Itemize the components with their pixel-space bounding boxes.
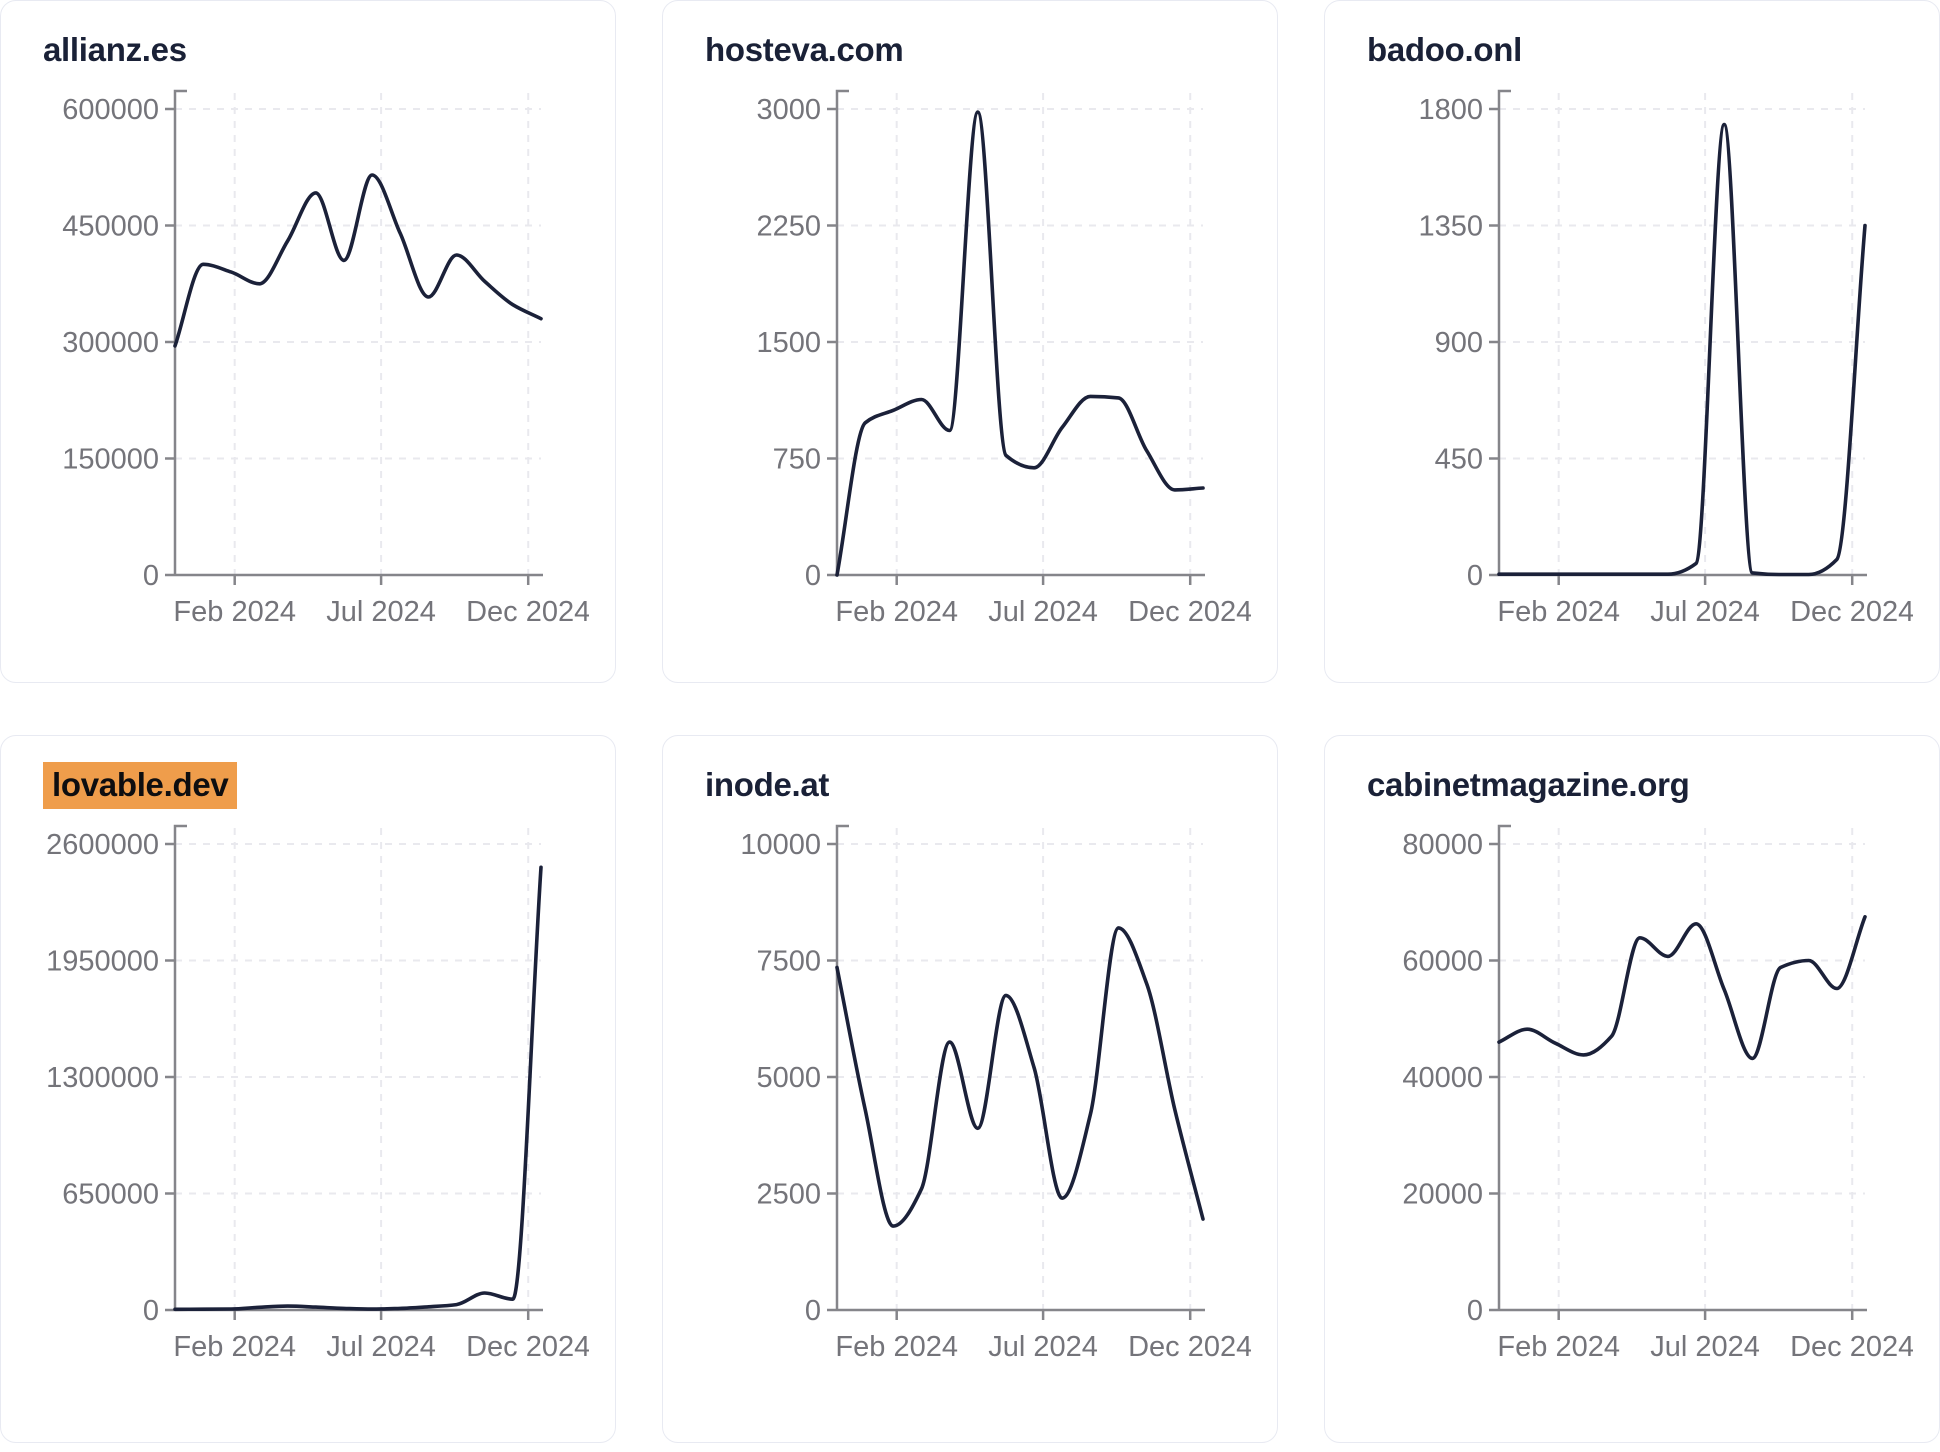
x-tick-label: Feb 2024	[835, 596, 958, 628]
line-chart: 0 150000 300000 450000 600000 Feb 2024 Jul 202…	[17, 83, 615, 664]
y-tick-label: 20000	[1402, 1178, 1483, 1210]
y-tick-label: 40000	[1402, 1062, 1483, 1094]
y-tick-label: 1350	[1418, 210, 1483, 242]
line-chart: 0 450 900 1350 1800 Feb 2024 Jul 2024 Dec 2024	[1341, 83, 1939, 664]
y-axis	[1497, 824, 1511, 1310]
y-tick-label: 450000	[62, 210, 159, 242]
y-tick-label: 5000	[756, 1062, 821, 1094]
y-axis	[835, 89, 849, 575]
y-tick-label: 0	[805, 560, 821, 592]
y-tick-label: 2250	[756, 210, 821, 242]
chart-title-text: hosteva.com	[705, 31, 904, 68]
y-tick-label: 60000	[1402, 945, 1483, 977]
chart-svg: 0 750 1500 2250 3000 Feb 2024 Jul 2024 Dec 2024	[756, 89, 1252, 628]
y-tick-label: 2500	[756, 1178, 821, 1210]
chart-title: cabinetmagazine.org	[1325, 736, 1939, 804]
chart-svg: 0 150000 300000 450000 600000 Feb 2024 Jul 202…	[62, 89, 590, 628]
y-tick-label: 0	[1467, 560, 1483, 592]
y-axis	[835, 824, 849, 1310]
y-tick-label: 750	[773, 443, 821, 475]
y-tick-label: 600000	[62, 94, 159, 126]
chart-title-text: badoo.onl	[1367, 31, 1522, 68]
x-tick-label: Jul 2024	[326, 596, 436, 628]
y-axis	[173, 89, 187, 575]
y-axis	[173, 824, 187, 1310]
x-tick-label: Feb 2024	[173, 1331, 296, 1363]
y-tick-label: 1500	[756, 327, 821, 359]
y-tick-label: 0	[805, 1295, 821, 1327]
x-tick-label: Dec 2024	[466, 1331, 589, 1363]
line-chart: 0 750 1500 2250 3000 Feb 2024 Jul 2024 Dec 2024	[679, 83, 1277, 664]
y-tick-label: 900	[1435, 327, 1483, 359]
chart-card-allianz-es[interactable]: allianz.es 0 150000 300000 450000 600000 Feb …	[0, 0, 616, 683]
x-tick-label: Jul 2024	[988, 1331, 1098, 1363]
y-tick-label: 450	[1435, 443, 1483, 475]
chart-title: badoo.onl	[1325, 1, 1939, 69]
y-tick-label: 10000	[740, 829, 821, 861]
line-chart: 0 650000 1300000 1950000 2600000 Feb 2024 Jul …	[17, 818, 615, 1399]
x-tick-label: Feb 2024	[1497, 1331, 1620, 1363]
chart-card-hosteva-com[interactable]: hosteva.com 0 750 1500 2250 3000 Feb 2024 Jul …	[662, 0, 1278, 683]
y-tick-label: 0	[143, 560, 159, 592]
chart-svg: 0 20000 40000 60000 80000 Feb 2024 Jul 2024 Dec…	[1402, 824, 1914, 1363]
line-chart: 0 2500 5000 7500 10000 Feb 2024 Jul 2024 Dec 20…	[679, 818, 1277, 1399]
series-line	[173, 173, 543, 348]
x-tick-label: Feb 2024	[1497, 596, 1620, 628]
x-tick-label: Jul 2024	[326, 1331, 436, 1363]
chart-title: hosteva.com	[663, 1, 1277, 69]
y-tick-label: 3000	[756, 94, 821, 126]
chart-title-text: lovable.dev	[43, 762, 238, 809]
x-tick-label: Dec 2024	[1128, 596, 1251, 628]
y-tick-label: 0	[143, 1295, 159, 1327]
chart-svg: 0 450 900 1350 1800 Feb 2024 Jul 2024 Dec 2024	[1418, 89, 1914, 628]
series-line	[1497, 122, 1867, 577]
y-tick-label: 0	[1467, 1295, 1483, 1327]
y-tick-label: 1950000	[46, 945, 159, 977]
series-line	[1497, 914, 1867, 1061]
series-line	[173, 865, 543, 1312]
chart-svg: 0 650000 1300000 1950000 2600000 Feb 2024 Jul …	[46, 824, 590, 1363]
x-tick-label: Jul 2024	[1650, 596, 1760, 628]
chart-card-lovable-dev[interactable]: lovable.dev 0 650000 1300000 1950000 2600000…	[0, 735, 616, 1443]
x-tick-label: Feb 2024	[835, 1331, 958, 1363]
x-tick-label: Jul 2024	[988, 596, 1098, 628]
x-tick-label: Dec 2024	[1790, 1331, 1913, 1363]
chart-title: lovable.dev	[1, 736, 615, 809]
line-chart: 0 20000 40000 60000 80000 Feb 2024 Jul 2024 Dec…	[1341, 818, 1939, 1399]
chart-card-cabinetmagazine-org[interactable]: cabinetmagazine.org 0 20000 40000 60000 8000…	[1324, 735, 1940, 1443]
series-line	[835, 926, 1205, 1228]
chart-title-text: cabinetmagazine.org	[1367, 766, 1690, 803]
x-tick-label: Feb 2024	[173, 596, 296, 628]
y-tick-label: 80000	[1402, 829, 1483, 861]
y-tick-label: 7500	[756, 945, 821, 977]
y-tick-label: 1300000	[46, 1062, 159, 1094]
y-tick-label: 2600000	[46, 829, 159, 861]
y-tick-label: 300000	[62, 327, 159, 359]
y-axis	[1497, 89, 1511, 575]
y-tick-label: 1800	[1418, 94, 1483, 126]
chart-title: allianz.es	[1, 1, 615, 69]
x-tick-label: Dec 2024	[1128, 1331, 1251, 1363]
chart-card-badoo-onl[interactable]: badoo.onl 0 450 900 1350 1800 Feb 2024 Jul 202…	[1324, 0, 1940, 683]
x-tick-label: Jul 2024	[1650, 1331, 1760, 1363]
chart-svg: 0 2500 5000 7500 10000 Feb 2024 Jul 2024 Dec 20…	[740, 824, 1252, 1363]
series-line	[835, 110, 1205, 577]
chart-title: inode.at	[663, 736, 1277, 804]
chart-title-text: allianz.es	[43, 31, 187, 68]
chart-card-inode-at[interactable]: inode.at 0 2500 5000 7500 10000 Feb 2024 Jul 2…	[662, 735, 1278, 1443]
x-tick-label: Dec 2024	[466, 596, 589, 628]
x-tick-label: Dec 2024	[1790, 596, 1913, 628]
chart-title-text: inode.at	[705, 766, 830, 803]
y-tick-label: 150000	[62, 443, 159, 475]
y-tick-label: 650000	[62, 1178, 159, 1210]
